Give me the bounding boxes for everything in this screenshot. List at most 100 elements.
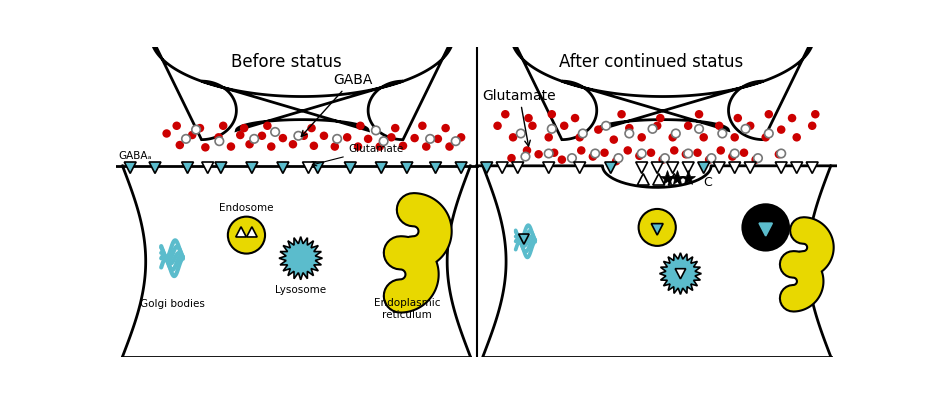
- Circle shape: [548, 111, 556, 119]
- Circle shape: [788, 115, 796, 123]
- Polygon shape: [455, 162, 467, 174]
- Circle shape: [310, 142, 318, 151]
- Circle shape: [741, 125, 750, 134]
- Circle shape: [410, 134, 418, 143]
- Circle shape: [548, 125, 556, 134]
- Circle shape: [387, 134, 395, 142]
- Circle shape: [693, 149, 702, 158]
- Circle shape: [746, 122, 754, 131]
- Polygon shape: [277, 162, 289, 174]
- Circle shape: [612, 158, 620, 166]
- Circle shape: [730, 134, 739, 142]
- Circle shape: [560, 122, 568, 131]
- Circle shape: [501, 111, 510, 119]
- Circle shape: [811, 111, 819, 119]
- Circle shape: [236, 132, 245, 140]
- Text: GABA: GABA: [301, 73, 372, 137]
- Polygon shape: [376, 162, 387, 174]
- Circle shape: [521, 153, 530, 162]
- Text: Endosome: Endosome: [219, 203, 273, 213]
- Circle shape: [591, 150, 600, 158]
- Circle shape: [320, 132, 328, 141]
- Circle shape: [695, 125, 703, 134]
- Circle shape: [550, 149, 558, 158]
- Circle shape: [457, 134, 465, 142]
- Circle shape: [635, 152, 644, 161]
- Circle shape: [258, 132, 266, 141]
- Polygon shape: [698, 162, 710, 174]
- Circle shape: [307, 125, 316, 133]
- Polygon shape: [543, 162, 554, 174]
- Circle shape: [623, 147, 632, 155]
- Circle shape: [762, 134, 770, 142]
- Circle shape: [333, 135, 341, 144]
- Text: Lysosome: Lysosome: [275, 285, 326, 295]
- Circle shape: [528, 122, 537, 131]
- Circle shape: [571, 115, 579, 123]
- Circle shape: [792, 134, 801, 142]
- Circle shape: [356, 122, 365, 131]
- Circle shape: [777, 126, 786, 134]
- Text: Glutamate: Glutamate: [483, 89, 556, 147]
- Circle shape: [658, 156, 667, 164]
- Circle shape: [176, 142, 184, 150]
- Circle shape: [516, 130, 525, 138]
- Polygon shape: [401, 162, 413, 174]
- Text: Golgi bodies: Golgi bodies: [140, 298, 205, 308]
- Text: After continued status: After continued status: [559, 53, 743, 71]
- Polygon shape: [729, 162, 740, 174]
- Polygon shape: [651, 224, 663, 235]
- Circle shape: [195, 125, 205, 133]
- Circle shape: [775, 151, 783, 159]
- Circle shape: [240, 125, 248, 133]
- Circle shape: [267, 143, 275, 152]
- Circle shape: [246, 141, 254, 149]
- Polygon shape: [519, 235, 529, 245]
- Circle shape: [637, 134, 646, 142]
- Polygon shape: [683, 162, 694, 174]
- Circle shape: [288, 141, 298, 149]
- Circle shape: [670, 147, 679, 155]
- Circle shape: [656, 115, 665, 123]
- Polygon shape: [302, 162, 314, 174]
- Circle shape: [418, 122, 427, 131]
- Circle shape: [602, 122, 610, 131]
- Circle shape: [682, 151, 690, 159]
- Circle shape: [214, 134, 223, 142]
- Polygon shape: [653, 174, 665, 186]
- Circle shape: [742, 205, 789, 251]
- Circle shape: [578, 130, 587, 138]
- Circle shape: [705, 156, 713, 164]
- Circle shape: [695, 111, 703, 119]
- Polygon shape: [246, 227, 257, 237]
- Circle shape: [279, 134, 287, 143]
- Circle shape: [442, 125, 450, 133]
- Text: C: C: [703, 175, 711, 188]
- Polygon shape: [149, 162, 161, 174]
- Circle shape: [669, 134, 677, 142]
- Circle shape: [509, 134, 517, 142]
- Circle shape: [764, 130, 773, 138]
- Circle shape: [201, 144, 209, 152]
- Circle shape: [263, 122, 272, 131]
- Polygon shape: [125, 162, 136, 174]
- Polygon shape: [637, 174, 649, 186]
- Circle shape: [614, 154, 623, 163]
- Circle shape: [228, 217, 265, 254]
- Polygon shape: [651, 162, 663, 174]
- Circle shape: [660, 154, 670, 163]
- Polygon shape: [215, 162, 227, 174]
- Circle shape: [739, 149, 749, 158]
- Circle shape: [544, 134, 553, 142]
- Circle shape: [671, 130, 680, 138]
- Circle shape: [734, 115, 742, 123]
- Circle shape: [535, 151, 543, 159]
- Circle shape: [525, 115, 533, 123]
- Polygon shape: [512, 162, 524, 174]
- Circle shape: [181, 135, 191, 144]
- Circle shape: [399, 142, 407, 151]
- Circle shape: [544, 150, 553, 158]
- Circle shape: [294, 132, 302, 141]
- Polygon shape: [279, 237, 323, 280]
- Polygon shape: [669, 174, 680, 186]
